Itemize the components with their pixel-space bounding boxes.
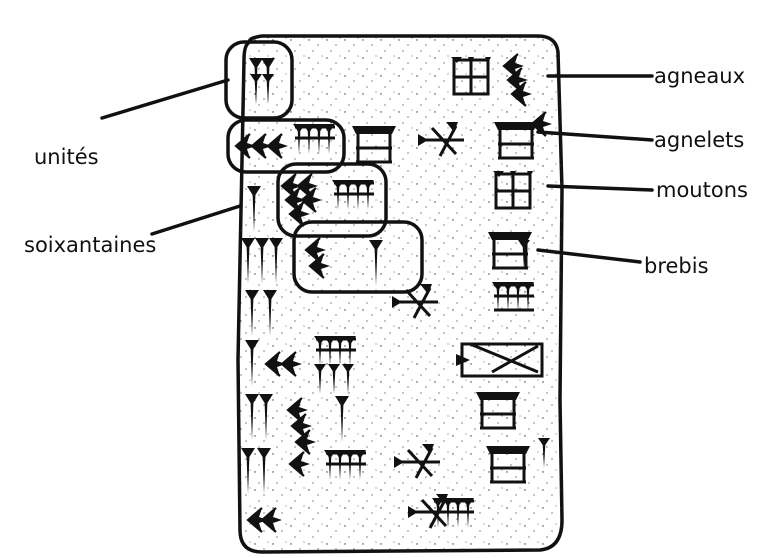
highlight-row-2 xyxy=(226,118,346,174)
pointer-young-lambs xyxy=(536,130,654,142)
pointer-units xyxy=(100,78,230,120)
pointer-sheep xyxy=(546,184,654,192)
highlight-boxes xyxy=(224,40,424,294)
label-units: unités xyxy=(34,145,99,169)
label-sheep: moutons xyxy=(656,178,748,202)
label-ewes: brebis xyxy=(644,254,709,278)
highlight-row-3 xyxy=(276,162,388,238)
pointer-lines xyxy=(100,74,654,264)
label-young-lambs: agnelets xyxy=(654,128,744,152)
row-5-comb-sign xyxy=(492,282,534,312)
label-sixties: soixantaines xyxy=(24,233,156,257)
label-lambs: agneaux xyxy=(654,64,745,88)
pointer-ewes xyxy=(536,248,642,264)
row-6-barrel-sign xyxy=(456,342,544,378)
highlight-row-4 xyxy=(292,220,424,294)
pointer-sixties xyxy=(150,204,242,236)
